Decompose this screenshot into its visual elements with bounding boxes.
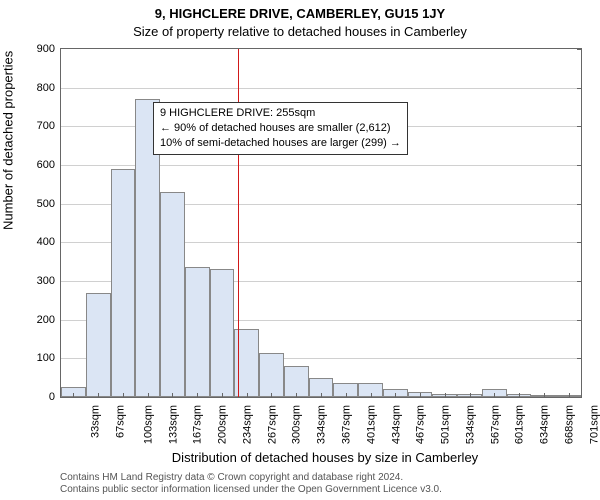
y-tick-mark — [577, 49, 582, 50]
x-tick-mark — [197, 393, 198, 398]
x-tick-label: 501sqm — [440, 405, 452, 444]
x-tick-mark — [494, 393, 495, 398]
y-tick-label: 0 — [49, 391, 55, 403]
x-tick-mark — [470, 393, 471, 398]
y-tick-label: 400 — [37, 236, 55, 248]
info-box: 9 HIGHCLERE DRIVE: 255sqm ← 90% of detac… — [153, 102, 408, 155]
x-tick-label: 334sqm — [316, 405, 328, 444]
histogram-bar — [160, 192, 185, 397]
footer-line-1: Contains HM Land Registry data © Crown c… — [60, 472, 442, 484]
x-tick-mark — [271, 393, 272, 398]
gridline — [61, 88, 581, 89]
y-tick-label: 600 — [37, 159, 55, 171]
y-tick-label: 900 — [37, 43, 55, 55]
x-tick-label: 534sqm — [464, 405, 476, 444]
x-tick-mark — [296, 393, 297, 398]
y-tick-mark — [577, 204, 582, 205]
histogram-bar — [86, 293, 111, 397]
x-axis-label: Distribution of detached houses by size … — [60, 450, 590, 465]
info-line-2: ← 90% of detached houses are smaller (2,… — [160, 121, 401, 136]
y-tick-mark — [577, 397, 582, 398]
histogram-bar — [259, 353, 284, 397]
x-tick-label: 267sqm — [266, 405, 278, 444]
x-tick-mark — [395, 393, 396, 398]
y-tick-mark — [577, 320, 582, 321]
page-title: 9, HIGHCLERE DRIVE, CAMBERLEY, GU15 1JY — [0, 6, 600, 21]
y-tick-mark — [577, 126, 582, 127]
x-tick-mark — [123, 393, 124, 398]
x-tick-mark — [321, 393, 322, 398]
x-tick-label: 100sqm — [142, 405, 154, 444]
x-tick-mark — [73, 393, 74, 398]
footer: Contains HM Land Registry data © Crown c… — [60, 472, 442, 496]
y-tick-mark — [577, 88, 582, 89]
x-tick-label: 300sqm — [291, 405, 303, 444]
y-tick-label: 800 — [37, 82, 55, 94]
x-tick-mark — [98, 393, 99, 398]
info-line-3: 10% of semi-detached houses are larger (… — [160, 136, 401, 151]
x-tick-label: 67sqm — [115, 405, 127, 438]
x-tick-mark — [371, 393, 372, 398]
x-tick-label: 401sqm — [365, 405, 377, 444]
y-axis-label: Number of detached properties — [1, 51, 16, 230]
x-tick-mark — [519, 393, 520, 398]
y-tick-mark — [577, 242, 582, 243]
y-tick-label: 500 — [37, 198, 55, 210]
x-tick-label: 367sqm — [341, 405, 353, 444]
histogram-bar — [210, 269, 235, 397]
x-tick-label: 467sqm — [415, 405, 427, 444]
x-tick-label: 167sqm — [192, 405, 204, 444]
x-tick-label: 601sqm — [514, 405, 526, 444]
y-tick-mark — [577, 165, 582, 166]
x-tick-mark — [420, 393, 421, 398]
histogram-bar — [111, 169, 136, 397]
x-tick-mark — [445, 393, 446, 398]
histogram-plot: 9 HIGHCLERE DRIVE: 255sqm ← 90% of detac… — [60, 48, 582, 398]
footer-line-2: Contains public sector information licen… — [60, 484, 442, 496]
y-tick-label: 700 — [37, 120, 55, 132]
x-tick-label: 200sqm — [217, 405, 229, 444]
y-tick-mark — [577, 281, 582, 282]
x-tick-mark — [172, 393, 173, 398]
x-tick-label: 634sqm — [539, 405, 551, 444]
x-tick-label: 234sqm — [242, 405, 254, 444]
page-subtitle: Size of property relative to detached ho… — [0, 24, 600, 39]
histogram-bar — [185, 267, 210, 397]
x-tick-mark — [148, 393, 149, 398]
x-tick-label: 33sqm — [90, 405, 102, 438]
y-tick-label: 300 — [37, 275, 55, 287]
x-tick-mark — [247, 393, 248, 398]
x-tick-label: 701sqm — [588, 405, 600, 444]
x-tick-mark — [346, 393, 347, 398]
x-tick-mark — [569, 393, 570, 398]
x-tick-label: 133sqm — [167, 405, 179, 444]
x-tick-mark — [544, 393, 545, 398]
info-line-1: 9 HIGHCLERE DRIVE: 255sqm — [160, 106, 401, 121]
y-tick-label: 100 — [37, 352, 55, 364]
y-tick-label: 200 — [37, 314, 55, 326]
x-tick-label: 668sqm — [563, 405, 575, 444]
x-tick-mark — [222, 393, 223, 398]
x-tick-label: 434sqm — [390, 405, 402, 444]
x-tick-label: 567sqm — [489, 405, 501, 444]
y-tick-mark — [577, 358, 582, 359]
